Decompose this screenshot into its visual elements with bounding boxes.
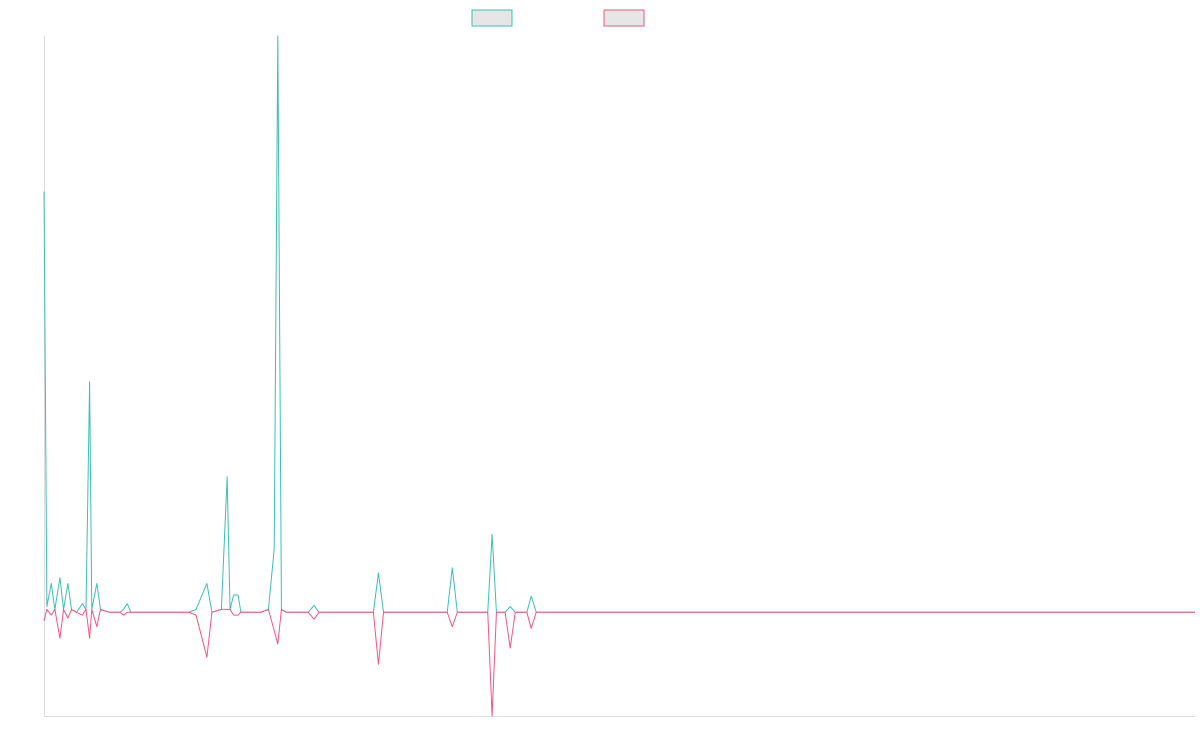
series-line-1[interactable] (43, 35, 1195, 613)
legend-swatch-series-1[interactable] (471, 9, 513, 27)
legend-swatch-series-2[interactable] (603, 9, 645, 27)
axes (44, 36, 1195, 717)
series-line-2[interactable] (43, 608, 1195, 717)
series-layer (43, 35, 1195, 717)
legend[interactable] (471, 9, 645, 27)
